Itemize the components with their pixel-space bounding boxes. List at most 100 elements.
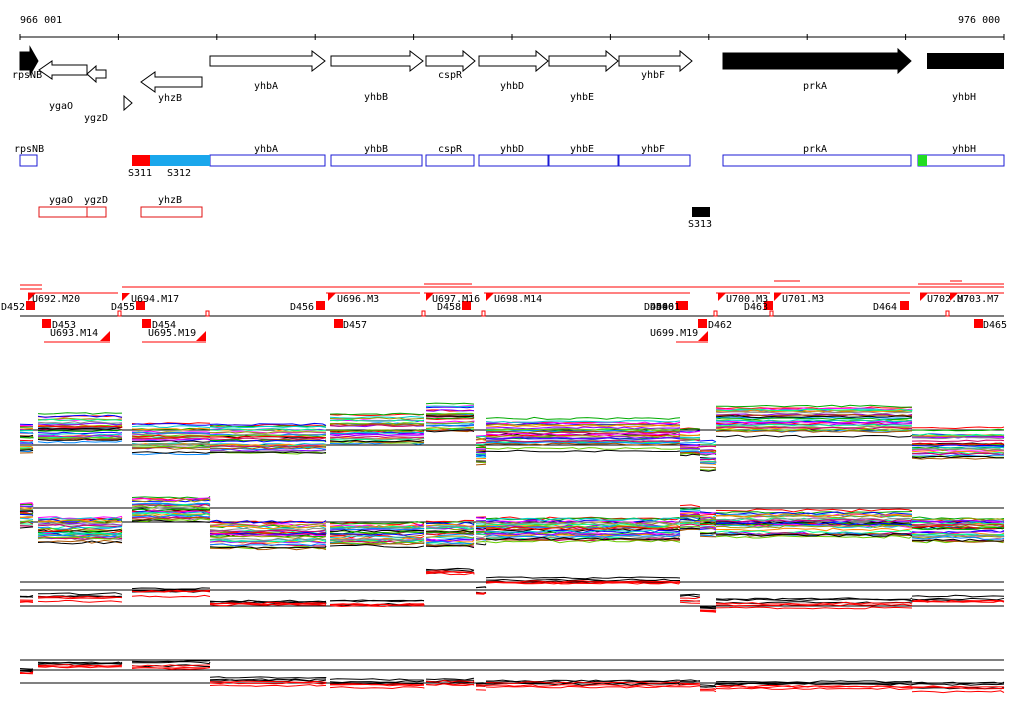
gene-arrow: [19, 45, 39, 77]
gene-arrow: [548, 49, 619, 73]
feature-label[interactable]: D464: [873, 302, 897, 313]
annot-box-ygaO[interactable]: ygaO: [38, 195, 88, 218]
feature-label[interactable]: D455: [111, 302, 135, 313]
feature-label[interactable]: D456: [290, 302, 314, 313]
gene-cspR[interactable]: cspR: [425, 49, 476, 81]
annot-box-yhzB[interactable]: yhzB: [140, 195, 203, 218]
annot-rect: [330, 154, 423, 167]
gene-yhzB[interactable]: yhzB: [140, 71, 203, 104]
gene-arrow: [140, 71, 203, 93]
feature-label[interactable]: U699.M19: [650, 328, 698, 339]
annot-label: yhbD: [500, 144, 524, 155]
segment-S313[interactable]: S313: [688, 207, 712, 230]
gene-label: yhbH: [952, 92, 976, 103]
annot-label: yhbB: [364, 144, 388, 155]
annot-label: yhbE: [570, 144, 594, 155]
gene-yhbA[interactable]: yhbA: [209, 49, 326, 92]
gene-rpsNB[interactable]: rpsNB: [12, 45, 42, 81]
feature-label[interactable]: D452: [1, 302, 25, 313]
gene-arrow: [330, 49, 424, 73]
feature-label[interactable]: U692.M20: [32, 294, 80, 305]
gene-yhbE[interactable]: yhbE: [548, 49, 619, 103]
feature-label[interactable]: D463: [744, 302, 768, 313]
expression-panel-2: [19, 496, 1005, 551]
segment-green[interactable]: [918, 155, 927, 166]
annot-box-yhbE[interactable]: yhbE: [548, 144, 619, 167]
feature-label[interactable]: D465: [983, 320, 1007, 331]
expression-panel-3: [19, 567, 1005, 613]
annot-label: rpsNB: [14, 144, 44, 155]
gene-ygzD[interactable]: ygzD: [84, 64, 108, 124]
segment-label: S312: [167, 168, 191, 179]
annot-label: prkA: [803, 144, 827, 155]
annotation-track: rpsNB yhbA yhbB cspR yhbD yhbE yhbF prk: [14, 144, 1005, 230]
expression-trace: [19, 660, 1005, 687]
gene-arrow: [123, 94, 133, 112]
gene-label: rpsNB: [12, 70, 42, 81]
feature-label[interactable]: D461: [656, 302, 680, 313]
feature-label[interactable]: D454: [152, 320, 176, 331]
feature-label[interactable]: D462: [708, 320, 732, 331]
feature-label[interactable]: U700.M3: [726, 294, 768, 305]
feature-label[interactable]: D460: [650, 302, 674, 313]
feature-label[interactable]: U694.M17: [131, 294, 179, 305]
annot-box-ygzD[interactable]: ygzD: [84, 195, 108, 218]
annot-box-yhbH[interactable]: yhbH: [917, 144, 1005, 167]
annot-box-yhbF[interactable]: yhbF: [618, 144, 691, 167]
feature-label[interactable]: U702.M7: [927, 294, 969, 305]
segment-S311[interactable]: S311: [128, 155, 152, 179]
annot-box-yhbD[interactable]: yhbD: [478, 144, 549, 167]
annot-box-yhbB[interactable]: yhbB: [330, 144, 423, 167]
feature-label[interactable]: U693.M14: [50, 328, 98, 339]
annot-rect: [140, 206, 203, 218]
annot-rect: [478, 154, 549, 167]
gene-yhbH[interactable]: yhbH: [927, 53, 1004, 103]
feature-label[interactable]: D457: [343, 320, 367, 331]
annot-label: cspR: [438, 144, 463, 155]
annot-box-cspR[interactable]: cspR: [425, 144, 475, 167]
gene-prkA[interactable]: prkA: [722, 47, 912, 92]
segment-label: S311: [128, 168, 152, 179]
feature-label[interactable]: U696.M3: [337, 294, 379, 305]
feature-label[interactable]: D459: [644, 302, 668, 313]
ruler-start-label: 966 001: [20, 15, 62, 26]
gene-label: yhbE: [570, 92, 594, 103]
segment-rect: [132, 155, 150, 166]
annot-label: yhbA: [254, 144, 278, 155]
feature-label[interactable]: U697.M16: [432, 294, 480, 305]
annot-rect: [917, 154, 1005, 167]
feature-label[interactable]: D458: [437, 302, 461, 313]
gene-yhbD[interactable]: yhbD: [478, 49, 549, 92]
gene-arrow: [478, 49, 549, 73]
segment-S312[interactable]: S312: [150, 155, 210, 179]
annot-box-yhbA[interactable]: yhbA: [209, 144, 326, 167]
gene-ygaO[interactable]: ygaO: [38, 60, 88, 112]
gene-label: yhbD: [500, 81, 524, 92]
annot-rect: [86, 206, 107, 218]
gene-label: ygzD: [84, 113, 108, 124]
feature-label[interactable]: D453: [52, 320, 76, 331]
annot-rect: [209, 154, 326, 167]
gene-yhbF[interactable]: yhbF: [618, 49, 693, 81]
coordinate-ruler: 966 001 976 000: [19, 15, 1005, 40]
gene-unlabeled[interactable]: [123, 94, 133, 112]
gene-arrow: [927, 53, 1004, 69]
expression-panels: [19, 402, 1005, 694]
gene-arrow: [722, 47, 912, 75]
expression-panel-1: [19, 402, 1005, 472]
annot-box-prkA[interactable]: prkA: [722, 144, 912, 167]
annot-label: ygzD: [84, 195, 108, 206]
gene-yhbB[interactable]: yhbB: [330, 49, 424, 103]
feature-label[interactable]: U698.M14: [494, 294, 542, 305]
gene-label: yhbA: [254, 81, 278, 92]
feature-track: D452 U692.M20 U694.M17 D455 D456 U696.M3…: [1, 280, 1007, 343]
segment-rect: [692, 207, 710, 217]
segment-label: S313: [688, 219, 712, 230]
feature-label[interactable]: U701.M3: [782, 294, 824, 305]
feature-label[interactable]: U703.M7: [957, 294, 999, 305]
feature-label[interactable]: U695.M19: [148, 328, 196, 339]
expression-trace: [20, 569, 1005, 608]
annot-box-rpsNB[interactable]: rpsNB: [14, 144, 44, 167]
annot-rect: [722, 154, 912, 167]
gene-arrow: [38, 60, 88, 80]
